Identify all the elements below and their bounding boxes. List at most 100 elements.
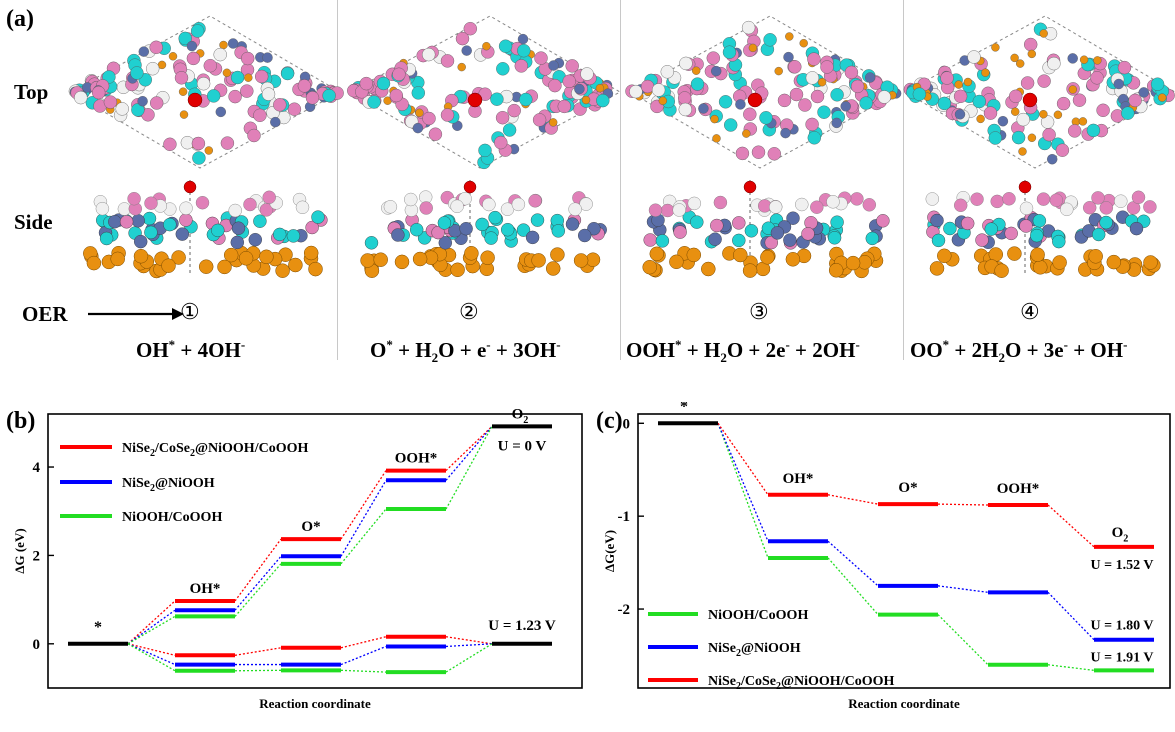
substrate-atom xyxy=(1106,254,1122,270)
atom xyxy=(203,58,218,73)
atom xyxy=(392,67,406,82)
series-nise2-cose2-niooh-coooh-connector xyxy=(1047,504,1095,548)
atom xyxy=(963,77,973,87)
atom xyxy=(672,203,686,217)
atom xyxy=(1011,107,1020,116)
u0-label: U = 0 V xyxy=(498,438,547,454)
atom xyxy=(457,62,466,72)
atom xyxy=(1093,56,1102,65)
legend-label: NiSe2/CoSe2@NiOOH/CoOOH xyxy=(708,674,894,692)
atom xyxy=(710,218,724,233)
atom xyxy=(287,102,302,116)
atom xyxy=(519,92,533,107)
u0-series-nise2-niooh-connector xyxy=(340,479,387,557)
divider-1 xyxy=(337,0,338,360)
structure-1 xyxy=(68,15,344,279)
atom xyxy=(1016,59,1025,68)
atom xyxy=(149,40,163,54)
atom xyxy=(805,117,819,132)
substrate-atom xyxy=(394,254,410,270)
atom xyxy=(1067,53,1078,64)
atom xyxy=(228,203,242,218)
substrate-atom xyxy=(217,259,232,275)
atom xyxy=(565,59,579,73)
atom xyxy=(648,203,663,217)
atom xyxy=(459,221,473,236)
atom xyxy=(687,196,701,211)
atom xyxy=(877,90,891,104)
atom xyxy=(764,235,778,250)
atom xyxy=(484,231,498,245)
substrate-atom xyxy=(1052,255,1067,270)
atom xyxy=(108,214,122,229)
atom xyxy=(865,231,879,246)
atom xyxy=(253,214,267,228)
atom xyxy=(138,46,150,57)
atom xyxy=(1079,55,1089,64)
atom xyxy=(367,95,381,109)
atom xyxy=(174,71,189,85)
atom xyxy=(827,231,842,245)
atom xyxy=(192,151,206,165)
atom xyxy=(655,234,670,248)
plot-frame xyxy=(47,413,583,689)
atom xyxy=(937,96,952,111)
o-label: O* xyxy=(898,480,917,496)
u123-series-nise2-cose2-niooh-coooh-connector xyxy=(127,643,176,656)
substrate-atom xyxy=(110,251,125,267)
atom xyxy=(231,221,246,235)
atom xyxy=(706,51,720,65)
atom xyxy=(191,136,206,151)
atom xyxy=(440,108,455,122)
substrate-atom xyxy=(198,259,214,274)
substrate-atom xyxy=(1143,255,1158,270)
atom xyxy=(711,65,722,77)
atom xyxy=(532,113,547,127)
atom xyxy=(511,197,526,212)
atom xyxy=(798,98,812,112)
series-nise2-niooh-connector xyxy=(1047,591,1095,641)
atom xyxy=(145,61,160,76)
oxygen-atom xyxy=(187,92,203,108)
atom xyxy=(496,62,510,76)
atom xyxy=(568,202,582,216)
atom xyxy=(1143,200,1157,214)
atom xyxy=(991,43,1000,52)
y-tick-label: 0 xyxy=(33,637,41,653)
atom xyxy=(501,222,515,237)
atom xyxy=(219,40,228,50)
atom xyxy=(789,87,804,102)
atom xyxy=(119,215,134,229)
atom xyxy=(410,222,424,237)
atom xyxy=(127,191,141,206)
atom xyxy=(195,195,210,210)
atom xyxy=(972,94,986,109)
atom xyxy=(438,236,452,250)
atom xyxy=(710,114,719,124)
atom xyxy=(144,225,158,240)
atom xyxy=(940,71,954,85)
substrate-atom xyxy=(86,255,102,271)
atom xyxy=(1091,191,1105,205)
atom xyxy=(770,226,785,240)
u123-series-nise2-cose2-niooh-coooh-connector xyxy=(445,636,493,645)
atom xyxy=(364,236,379,250)
atom xyxy=(981,68,990,77)
substrate-atom xyxy=(573,253,589,268)
atom xyxy=(213,47,227,62)
atom xyxy=(322,88,336,103)
atom xyxy=(248,232,263,247)
atom xyxy=(178,31,192,46)
atom xyxy=(428,127,443,141)
atom xyxy=(1036,192,1051,206)
atom xyxy=(230,70,245,85)
atom xyxy=(967,50,981,64)
substrate-atom xyxy=(828,263,844,278)
atom xyxy=(548,60,559,71)
panel-label: (b) xyxy=(6,408,35,434)
atom xyxy=(1060,202,1074,217)
y-tick-label: 4 xyxy=(33,460,41,476)
oxygen-atom xyxy=(1018,180,1032,194)
atom xyxy=(783,233,797,247)
atom xyxy=(983,106,998,120)
